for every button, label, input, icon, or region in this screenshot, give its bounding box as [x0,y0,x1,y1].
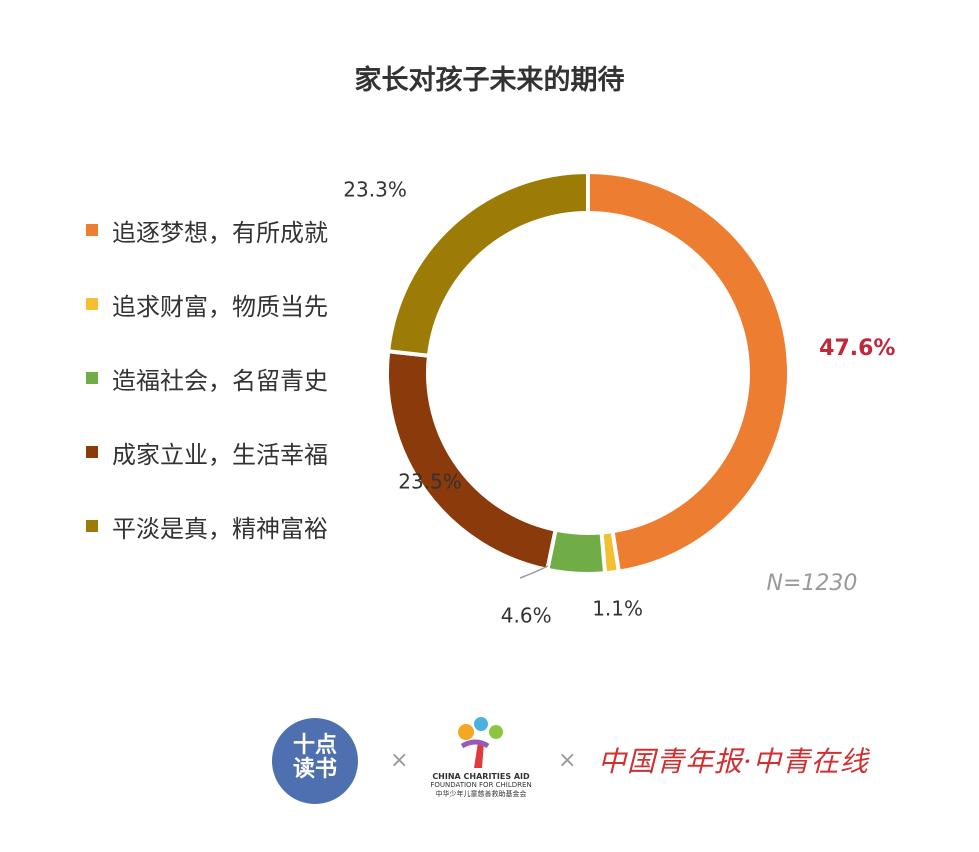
legend-item: 造福社会，名留青史 [86,360,328,396]
donut-slice [586,169,791,574]
separator-1: × [390,748,409,773]
ccaf-logo: CHINA CHARITIES AID FOUNDATION FOR CHILD… [426,712,536,812]
legend-swatch [86,446,98,458]
legend-label: 造福社会，名留青史 [112,366,328,395]
ccaf-emblem-icon [458,717,503,768]
logo-text-line2: 读书 [292,757,337,782]
footer-logos: 十点 读书 × CHINA CHARITIES AID FOUNDATION F… [0,712,979,812]
legend-swatch [86,298,98,310]
legend-item: 追逐梦想，有所成就 [86,212,328,248]
data-label: 1.1% [592,596,643,620]
legend-swatch [86,224,98,236]
donut-chart: 47.6% 1.1% 4.6% 23.5% 23.3% N=1230 [343,169,896,628]
legend-label: 平淡是真，精神富裕 [112,514,328,543]
legend-item: 成家立业，生活幸福 [86,434,328,470]
data-label: 23.5% [398,470,462,494]
ccaf-sub: FOUNDATION FOR CHILDREN [430,781,532,789]
data-label: 47.6% [819,336,895,361]
ccaf-name: CHINA CHARITIES AID [432,772,530,781]
data-label: 4.6% [501,604,552,628]
legend-swatch [86,372,98,384]
china-youth-daily-logo: 中国青年报·中青在线 [598,745,869,778]
sample-size-note: N=1230 [767,571,858,596]
chart-title: 家长对孩子未来的期待 [354,65,625,96]
ccaf-cn: 中华少年儿童慈善救助基金会 [435,790,527,798]
shidian-dushu-logo: 十点 读书 [272,718,358,804]
legend-label: 成家立业，生活幸福 [112,440,328,469]
leader-line [519,565,549,579]
legend-item: 追求财富，物质当先 [86,286,328,322]
separator-2: × [558,748,577,773]
data-label: 23.3% [343,177,407,201]
donut-slice [385,349,558,573]
donut-slice [385,169,590,358]
logo-text-line1: 十点 [292,733,337,758]
legend-label: 追逐梦想，有所成就 [112,218,328,247]
legend-label: 追求财富，物质当先 [112,292,328,321]
legend-swatch [86,520,98,532]
legend-item: 平淡是真，精神富裕 [86,508,328,544]
legend: 追逐梦想，有所成就 追求财富，物质当先 造福社会，名留青史 成家立业，生活幸福 平淡是真… [86,212,328,582]
